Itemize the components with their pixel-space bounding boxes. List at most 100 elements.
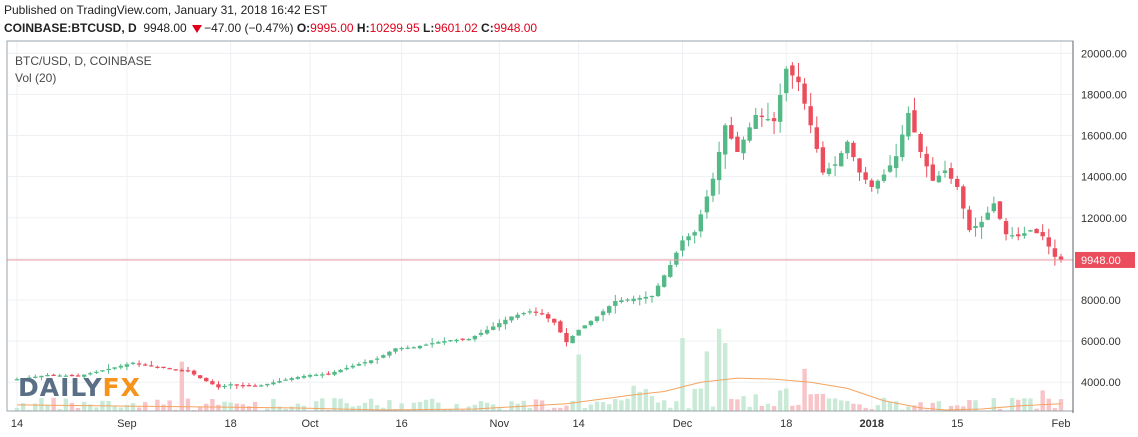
candle-body — [832, 164, 838, 166]
volume-bar — [845, 400, 850, 411]
volume-bar — [442, 409, 447, 411]
volume-bar — [668, 407, 673, 411]
candles — [14, 62, 1064, 390]
y-tick-label: 12000.00 — [1081, 213, 1127, 225]
candle-body — [51, 374, 56, 376]
volume-bar — [246, 406, 252, 411]
volume-bar — [191, 409, 197, 411]
volume-bar — [570, 401, 575, 411]
volume-bar — [784, 388, 789, 411]
candle-body — [143, 364, 148, 366]
low-label: L: — [422, 21, 435, 35]
volume-bar — [94, 407, 99, 411]
candle-body — [204, 377, 209, 382]
candle-body — [124, 364, 130, 367]
candle-body — [167, 368, 172, 370]
candle-body — [118, 365, 123, 368]
volume-bar — [1058, 399, 1064, 411]
candle-body — [808, 106, 813, 126]
volume-bar — [51, 397, 56, 411]
volume-bar — [197, 406, 203, 411]
volume-bar — [252, 401, 258, 411]
high-label: H: — [356, 21, 370, 35]
candle-body — [234, 384, 239, 386]
volume-bar — [497, 408, 502, 411]
x-tick-label: 14 — [573, 418, 585, 430]
volume-bar — [539, 400, 545, 411]
candle-body — [179, 370, 185, 372]
volume-bar — [167, 400, 172, 411]
close-label: C: — [481, 21, 494, 35]
candle-body — [710, 178, 716, 196]
candle-body — [802, 83, 807, 104]
candle-body — [1052, 248, 1058, 257]
candle-body — [759, 115, 765, 118]
candle-body — [283, 379, 288, 381]
x-tick-label: 15 — [951, 418, 963, 430]
volume-bar — [75, 408, 81, 411]
candle-body — [936, 175, 942, 183]
candle-body — [454, 339, 459, 342]
candle-body — [69, 374, 75, 377]
candle-body — [252, 385, 258, 387]
symbol-label: COINBASE:BTCUSD, D — [4, 21, 137, 35]
candle-body — [539, 313, 545, 315]
volume-bar — [338, 398, 343, 411]
candle-body — [533, 311, 539, 313]
volume-bar — [710, 406, 716, 411]
candle-body — [417, 345, 423, 349]
candle-body — [448, 340, 453, 342]
candle-body — [149, 365, 154, 367]
volume-bar — [796, 404, 801, 411]
candle-body — [790, 65, 795, 76]
candle-body — [1009, 235, 1015, 237]
volume-bar — [448, 409, 453, 411]
candle-body — [39, 375, 44, 378]
x-tick-label: 14 — [11, 418, 23, 430]
candle-body — [320, 374, 325, 376]
candle-body — [875, 180, 881, 189]
volume-bar — [1034, 408, 1039, 411]
candle-body — [741, 139, 746, 154]
candle-body — [112, 367, 117, 369]
volume-bar — [790, 405, 795, 411]
candle-body — [613, 301, 618, 306]
candle-body — [313, 374, 319, 376]
candle-body — [1034, 228, 1039, 234]
candle-body — [893, 156, 899, 169]
candle-body — [27, 377, 32, 379]
candle-body — [558, 321, 563, 333]
candle-body — [637, 297, 642, 300]
volume-bar — [320, 398, 325, 411]
volume-bar — [881, 397, 887, 411]
volume-bar — [362, 402, 368, 411]
low-value: 9601.02 — [434, 21, 478, 35]
last-price-tag-label: 9948.00 — [1081, 255, 1121, 267]
grid — [7, 41, 1073, 411]
volume-bar — [33, 403, 38, 411]
volume-bar — [625, 398, 630, 411]
candle-body — [509, 316, 514, 321]
volume-bar — [1052, 408, 1058, 411]
candle-body — [106, 368, 111, 371]
volume-bar — [69, 402, 75, 411]
candle-body — [747, 127, 752, 141]
candle-body — [344, 367, 349, 370]
volume-bar — [417, 402, 423, 411]
candle-body — [881, 174, 887, 181]
candle-body — [375, 358, 380, 360]
candle-body — [588, 320, 594, 326]
volume-bar — [265, 408, 270, 411]
candle-body — [63, 375, 69, 377]
candle-body — [185, 370, 191, 372]
volume-bar — [423, 399, 429, 411]
candle-body — [948, 168, 954, 179]
candle-body — [668, 265, 673, 277]
volume-bar — [436, 402, 441, 411]
x-tick-label: Nov — [490, 418, 510, 430]
candle-body — [698, 214, 703, 232]
candle-body — [246, 385, 252, 387]
volume-bar — [1022, 398, 1027, 411]
candle-body — [460, 338, 465, 340]
